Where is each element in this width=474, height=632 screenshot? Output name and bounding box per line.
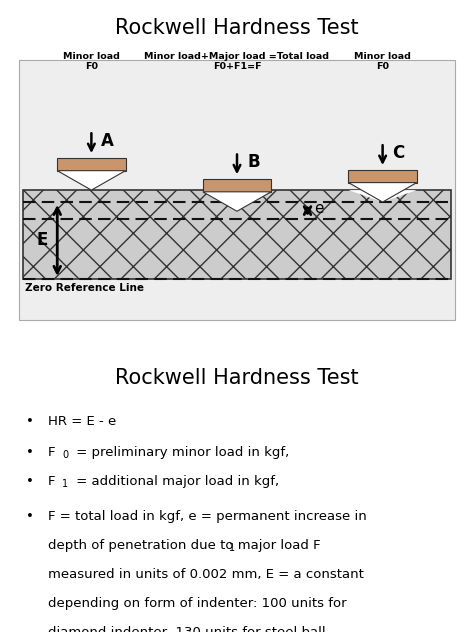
Text: measured in units of 0.002 mm, E = a constant: measured in units of 0.002 mm, E = a con…: [48, 568, 364, 581]
Text: HR = E - e: HR = E - e: [48, 415, 117, 428]
Polygon shape: [57, 171, 126, 190]
Text: C: C: [392, 143, 405, 162]
Bar: [348, 169, 417, 183]
Text: = preliminary minor load in kgf,: = preliminary minor load in kgf,: [72, 446, 289, 459]
Text: 1: 1: [229, 543, 235, 553]
Text: F = total load in kgf, e = permanent increase in: F = total load in kgf, e = permanent inc…: [48, 509, 367, 523]
Text: depth of penetration due to major load F: depth of penetration due to major load F: [48, 539, 321, 552]
Text: Rockwell Hardness Test: Rockwell Hardness Test: [115, 368, 359, 388]
Text: Minor load
F0: Minor load F0: [354, 52, 411, 71]
Text: Minor load
F0: Minor load F0: [63, 52, 120, 71]
Bar: [203, 179, 271, 192]
Text: F: F: [48, 475, 55, 488]
Text: = additional major load in kgf,: = additional major load in kgf,: [72, 475, 279, 488]
Text: Rockwell Hardness Test: Rockwell Hardness Test: [115, 18, 359, 38]
Polygon shape: [348, 190, 417, 202]
Text: Zero Reference Line: Zero Reference Line: [26, 283, 145, 293]
Text: •: •: [26, 509, 34, 523]
Text: •: •: [26, 415, 34, 428]
Bar: [23, 190, 451, 279]
Bar: [57, 157, 126, 171]
Text: 0: 0: [62, 450, 68, 460]
Polygon shape: [203, 192, 271, 211]
Polygon shape: [203, 190, 271, 211]
Text: •: •: [26, 446, 34, 459]
Text: diamond indenter, 130 units for steel ball: diamond indenter, 130 units for steel ba…: [48, 626, 326, 632]
Text: B: B: [247, 153, 260, 171]
Text: A: A: [101, 131, 114, 150]
Polygon shape: [348, 183, 417, 202]
Text: e: e: [314, 202, 324, 216]
Text: depending on form of indenter: 100 units for: depending on form of indenter: 100 units…: [48, 597, 347, 611]
Text: Minor load+Major load =Total load
F0+F1=F: Minor load+Major load =Total load F0+F1=…: [145, 52, 329, 71]
Text: F: F: [48, 446, 55, 459]
Text: •: •: [26, 475, 34, 488]
Text: 1: 1: [62, 479, 68, 489]
Text: E: E: [37, 231, 48, 250]
Bar: [18, 61, 456, 320]
